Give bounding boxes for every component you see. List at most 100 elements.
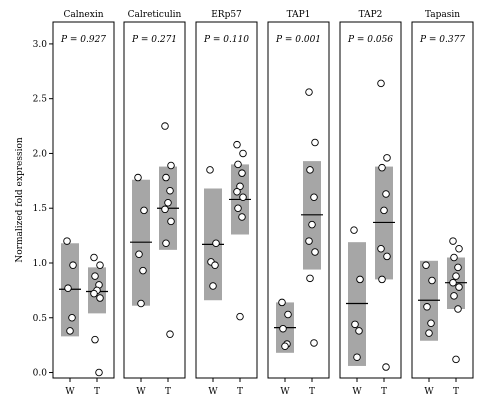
y-tick-label: 2.0: [33, 149, 48, 159]
data-point: [134, 173, 142, 182]
data-point: [423, 303, 431, 311]
data-point: [350, 226, 358, 234]
data-point: [233, 188, 241, 196]
x-tick-label: T: [309, 387, 315, 397]
data-point: [378, 163, 386, 172]
data-point: [167, 217, 175, 226]
panel-frame: [123, 21, 186, 379]
data-point: [238, 213, 246, 221]
data-point: [239, 193, 247, 202]
x-tick-label: W: [424, 387, 434, 397]
data-point: [380, 206, 388, 215]
data-point: [140, 206, 148, 215]
data-point: [164, 198, 172, 207]
data-point: [233, 140, 241, 149]
data-point: [428, 276, 436, 285]
data-point: [425, 329, 433, 337]
y-tick-label: 0.5: [33, 314, 48, 324]
data-point: [455, 283, 463, 291]
panel-title: Calnexin: [63, 10, 103, 20]
data-point: [449, 278, 457, 287]
x-tick-label: W: [65, 387, 75, 397]
x-tick-label: T: [94, 387, 100, 397]
data-point: [382, 363, 390, 371]
data-point: [66, 327, 74, 335]
data-point: [377, 244, 385, 253]
panel-title: Tapasin: [425, 10, 460, 20]
x-tick-label: W: [208, 387, 218, 397]
p-value-label: P = 0.110: [203, 35, 249, 45]
y-tick-label: 1.0: [33, 259, 48, 269]
data-point: [206, 166, 214, 174]
data-point: [427, 319, 435, 327]
data-point: [306, 274, 314, 283]
data-point: [279, 324, 287, 333]
panel-title: TAP1: [287, 10, 311, 20]
data-point: [351, 320, 359, 329]
panel-title: TAP2: [359, 10, 383, 20]
p-value-label: P = 0.927: [60, 35, 106, 45]
data-point: [305, 237, 313, 245]
data-point: [91, 272, 99, 280]
data-point: [422, 261, 430, 269]
data-point: [211, 261, 219, 269]
data-point: [310, 339, 318, 347]
data-point: [139, 266, 147, 275]
data-point: [135, 250, 143, 258]
data-point: [452, 355, 460, 364]
data-point: [91, 335, 99, 344]
data-point: [305, 88, 313, 96]
data-point: [161, 122, 169, 130]
y-axis-label: Normalized fold expression: [15, 137, 25, 263]
data-point: [383, 252, 391, 261]
panel-title: Calreticulin: [128, 10, 182, 20]
data-point: [454, 305, 462, 313]
data-point: [90, 289, 98, 298]
data-point: [64, 284, 72, 292]
data-point: [161, 205, 169, 214]
data-point: [455, 244, 463, 253]
data-point: [449, 237, 457, 245]
data-point: [284, 310, 292, 319]
data-point: [63, 237, 71, 245]
data-point: [454, 263, 462, 272]
data-point: [167, 161, 175, 170]
data-point: [383, 154, 391, 162]
data-point: [234, 160, 242, 169]
data-point: [278, 298, 286, 307]
data-point: [281, 342, 289, 350]
data-point: [378, 275, 386, 284]
data-point: [90, 253, 98, 262]
data-point: [450, 253, 458, 262]
panel-frame: [411, 21, 474, 379]
x-tick-label: W: [280, 387, 290, 397]
x-tick-label: W: [352, 387, 362, 397]
data-point: [311, 138, 319, 147]
panel-title: ERp57: [211, 10, 242, 20]
x-tick-label: W: [136, 387, 146, 397]
data-point: [239, 149, 247, 158]
panel-frame: [267, 21, 330, 379]
data-point: [68, 314, 76, 322]
data-point: [310, 193, 318, 202]
p-value-label: P = 0.271: [131, 35, 177, 45]
data-point: [96, 261, 104, 269]
panel-frame: [195, 21, 258, 379]
data-point: [308, 220, 316, 229]
x-tick-label: T: [237, 387, 243, 397]
data-point: [356, 275, 364, 284]
y-tick-label: 2.5: [33, 95, 48, 105]
data-point: [96, 294, 104, 302]
data-point: [311, 248, 319, 256]
p-value-label: P = 0.001: [275, 35, 321, 45]
y-tick-label: 1.5: [33, 204, 48, 214]
data-point: [355, 327, 363, 335]
data-point: [212, 239, 220, 248]
y-tick-label: 3.0: [33, 40, 48, 50]
data-point: [382, 190, 390, 198]
data-point: [166, 186, 174, 195]
p-value-label: P = 0.377: [419, 35, 465, 45]
data-point: [306, 166, 314, 174]
